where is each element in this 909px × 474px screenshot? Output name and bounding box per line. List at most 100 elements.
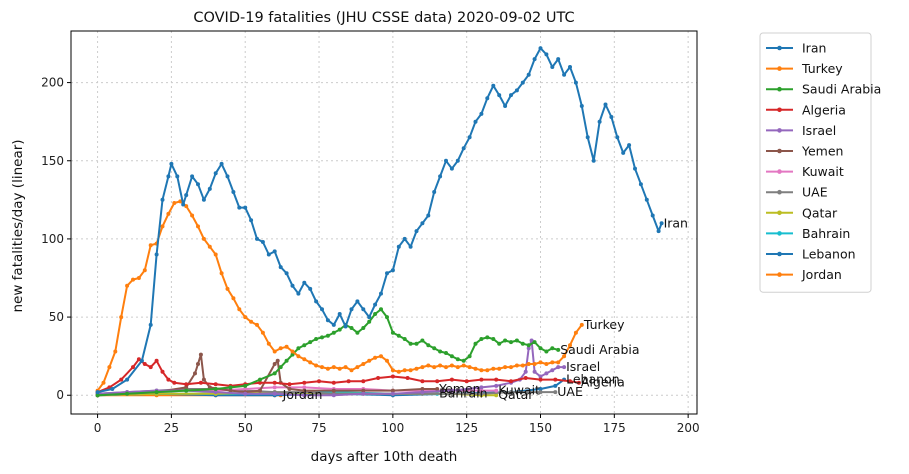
data-point [243, 205, 248, 210]
x-tick-label: 50 [238, 421, 253, 435]
data-point [520, 341, 525, 346]
data-point [331, 365, 336, 370]
data-point [514, 88, 519, 93]
data-point [544, 362, 549, 366]
data-point [272, 391, 277, 396]
data-point [385, 315, 389, 320]
plot-frame [70, 30, 698, 415]
data-point [169, 161, 174, 166]
data-point [656, 229, 661, 234]
data-point [296, 354, 301, 359]
data-point [131, 365, 135, 370]
data-point [597, 119, 602, 124]
data-point [485, 96, 490, 101]
data-point [190, 174, 195, 179]
data-point [390, 391, 395, 396]
data-point [576, 380, 581, 385]
data-point [361, 307, 366, 312]
data-point [544, 349, 549, 354]
data-point [272, 362, 277, 366]
data-point [494, 377, 499, 382]
data-point [320, 335, 324, 340]
data-point [520, 363, 525, 368]
data-point [302, 393, 307, 398]
end-label-kuwait: Kuwait [498, 383, 540, 398]
data-point [190, 213, 195, 218]
data-point [514, 338, 519, 343]
data-point [538, 390, 543, 395]
legend-label: Kuwait [802, 164, 844, 179]
data-point [562, 72, 567, 77]
data-point [266, 252, 271, 257]
legend-marker [777, 128, 782, 133]
data-point [414, 229, 419, 234]
data-point [237, 307, 242, 312]
end-label-bahrain: Bahrain [439, 386, 487, 401]
data-point [494, 383, 499, 388]
data-point [438, 363, 443, 368]
data-point [302, 385, 307, 390]
end-label-jordan: Jordan [282, 387, 323, 402]
data-point [201, 197, 206, 202]
data-point [184, 385, 189, 390]
data-point [544, 52, 549, 57]
data-point [346, 379, 351, 384]
data-point [373, 302, 378, 307]
data-point [272, 249, 277, 254]
data-point [255, 322, 259, 327]
data-point [461, 363, 466, 368]
data-point [125, 283, 130, 288]
data-point [331, 380, 336, 385]
data-point [529, 338, 534, 343]
data-point [414, 366, 419, 371]
data-point [320, 365, 324, 370]
data-point [243, 383, 248, 388]
data-point [184, 193, 189, 198]
data-point [213, 390, 218, 395]
data-point [331, 322, 336, 327]
data-point [553, 383, 558, 388]
data-point [314, 299, 319, 304]
x-axis-label: days after 10th death [311, 449, 458, 465]
data-point [302, 343, 307, 348]
data-point [207, 244, 212, 249]
legend-entry-saudi-arabia: Saudi Arabia [766, 82, 881, 97]
data-point [196, 224, 200, 229]
data-point [172, 201, 177, 205]
end-label-uae: UAE [557, 384, 583, 399]
data-point [125, 391, 130, 396]
data-point [355, 365, 360, 370]
data-point [355, 299, 360, 304]
legend-marker [777, 107, 782, 113]
data-point [237, 205, 242, 210]
data-point [514, 363, 519, 368]
data-point [343, 324, 348, 329]
legend-entry-uae: UAE [766, 185, 828, 200]
data-point [556, 365, 561, 370]
end-label-yemen: Yemen [438, 381, 480, 396]
legend-label: Yemen [801, 144, 843, 159]
data-point [131, 277, 135, 282]
data-point [509, 390, 513, 395]
data-point [213, 171, 218, 176]
data-point [390, 374, 395, 379]
legend-entry-jordan: Jordan [766, 267, 842, 282]
data-point [568, 379, 572, 384]
data-point [231, 296, 236, 301]
series-layer [95, 46, 664, 398]
data-point [258, 377, 262, 382]
legend-entry-qatar: Qatar [766, 205, 838, 220]
data-point [308, 340, 313, 345]
data-point [119, 315, 124, 320]
series-turkey [95, 199, 584, 393]
data-point [181, 202, 186, 207]
legend-label: Turkey [801, 61, 843, 76]
data-point [461, 146, 466, 151]
legend-entry-lebanon: Lebanon [766, 247, 856, 262]
data-point [479, 388, 484, 393]
data-point [497, 341, 502, 346]
data-point [432, 190, 437, 194]
legend-entry-algeria: Algeria [766, 102, 846, 117]
data-point [538, 387, 543, 391]
